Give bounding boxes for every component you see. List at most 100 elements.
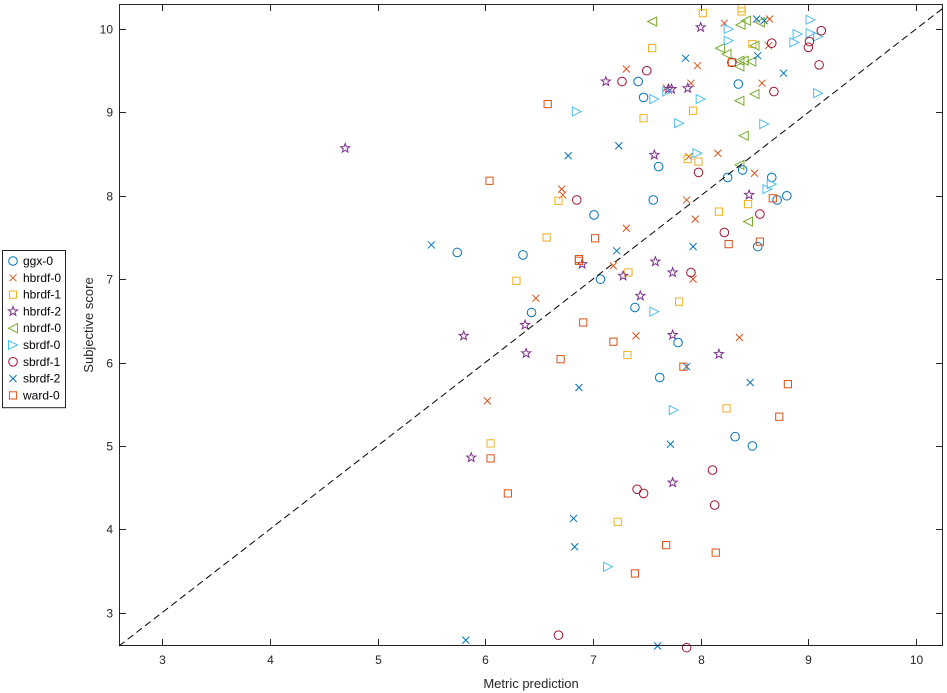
data-point <box>662 541 671 550</box>
data-point <box>740 15 751 26</box>
data-point <box>662 82 675 95</box>
data-point <box>686 267 696 278</box>
data-point <box>427 241 436 249</box>
data-point <box>556 355 565 364</box>
x-tick-label: 9 <box>805 653 812 667</box>
data-point <box>673 337 683 348</box>
y-tick-label: 10 <box>100 23 114 37</box>
data-point <box>737 165 748 175</box>
data-point <box>599 75 612 87</box>
data-point <box>692 147 704 159</box>
data-point <box>339 141 352 154</box>
legend-item-sbrdf-2[interactable]: sbrdf-2 <box>9 372 61 386</box>
data-point <box>681 642 692 653</box>
data-point <box>486 439 495 448</box>
legend-marker <box>8 290 18 299</box>
data-point <box>617 269 630 281</box>
data-point <box>452 247 463 258</box>
data-point <box>512 276 521 285</box>
y-tick-label: 9 <box>106 106 113 120</box>
data-point <box>571 106 583 117</box>
data-point <box>714 207 724 216</box>
data-point <box>733 79 744 89</box>
data-point <box>723 35 735 46</box>
data-point <box>518 250 528 260</box>
data-point <box>727 58 736 67</box>
legend-label: hbrdf-1 <box>23 288 61 302</box>
data-point <box>622 65 631 73</box>
data-point <box>590 234 600 243</box>
legend[interactable]: ggx-0 hbrdf-0 hbrdf-1 hbrdf-2 nbrdf-0 sbrdf-0… <box>2 250 66 409</box>
legend-item-sbrdf-1[interactable]: sbrdf-1 <box>8 355 61 369</box>
data-point <box>614 141 623 150</box>
data-point <box>526 307 537 318</box>
data-point <box>709 500 720 510</box>
legend-marker <box>7 305 19 317</box>
data-point <box>609 337 618 346</box>
x-axis-label: Metric prediction <box>483 676 578 691</box>
data-point <box>683 154 692 164</box>
legend-item-nbrdf-0[interactable]: nbrdf-0 <box>7 321 62 335</box>
data-point <box>769 86 779 97</box>
data-point <box>603 561 614 573</box>
data-point <box>742 216 754 227</box>
legend-item-hbrdf-0[interactable]: hbrdf-0 <box>9 271 62 285</box>
data-point <box>768 194 777 203</box>
legend-marker <box>7 322 18 334</box>
reference-line <box>118 7 944 647</box>
data-point <box>465 451 478 463</box>
data-point <box>752 15 761 23</box>
data-point <box>486 454 495 463</box>
data-point <box>714 42 726 54</box>
data-point <box>649 93 660 105</box>
data-point <box>648 44 657 53</box>
legend-item-sbrdf-0[interactable]: sbrdf-0 <box>8 338 61 352</box>
data-point <box>569 514 578 523</box>
legend-item-ward-0[interactable]: ward-0 <box>8 388 60 402</box>
data-point <box>570 542 579 551</box>
legend-marker <box>8 357 18 367</box>
y-tick-label: 3 <box>106 607 113 621</box>
data-point <box>531 294 540 303</box>
legend-label: sbrdf-1 <box>23 355 61 369</box>
data-point <box>804 36 815 47</box>
data-point <box>694 157 703 166</box>
data-point <box>698 9 707 18</box>
data-point <box>639 114 648 123</box>
data-point <box>723 23 735 35</box>
legend-marker <box>8 256 18 266</box>
data-point <box>575 383 583 392</box>
data-point <box>675 297 684 306</box>
legend-item-hbrdf-1[interactable]: hbrdf-1 <box>8 288 61 302</box>
y-tick-label: 8 <box>106 190 113 204</box>
data-point <box>612 246 621 255</box>
data-point <box>694 21 707 33</box>
data-point <box>609 261 618 270</box>
legend-label: nbrdf-0 <box>23 321 61 335</box>
legend-label: sbrdf-0 <box>23 338 61 352</box>
data-point <box>653 161 664 172</box>
legend-item-hbrdf-2[interactable]: hbrdf-2 <box>7 304 61 318</box>
y-tick-label: 5 <box>106 440 113 454</box>
data-point <box>622 224 631 233</box>
data-point <box>733 61 745 72</box>
series-sbrdf-0 <box>571 14 824 573</box>
data-point <box>624 268 633 277</box>
data-point <box>713 347 725 360</box>
data-point <box>753 51 762 60</box>
data-point <box>666 440 675 449</box>
x-tick-label: 7 <box>590 653 597 667</box>
data-point <box>632 331 640 340</box>
data-point <box>630 569 640 578</box>
legend-marker <box>9 273 17 282</box>
series-sbrdf-1 <box>553 25 827 653</box>
data-point <box>649 306 660 317</box>
data-point <box>574 256 584 265</box>
data-point <box>668 404 680 416</box>
data-point <box>722 404 731 413</box>
y-tick-label: 4 <box>106 523 113 537</box>
plot-area <box>119 4 943 646</box>
data-point <box>682 196 691 204</box>
legend-item-ggx-0[interactable]: ggx-0 <box>8 254 54 268</box>
